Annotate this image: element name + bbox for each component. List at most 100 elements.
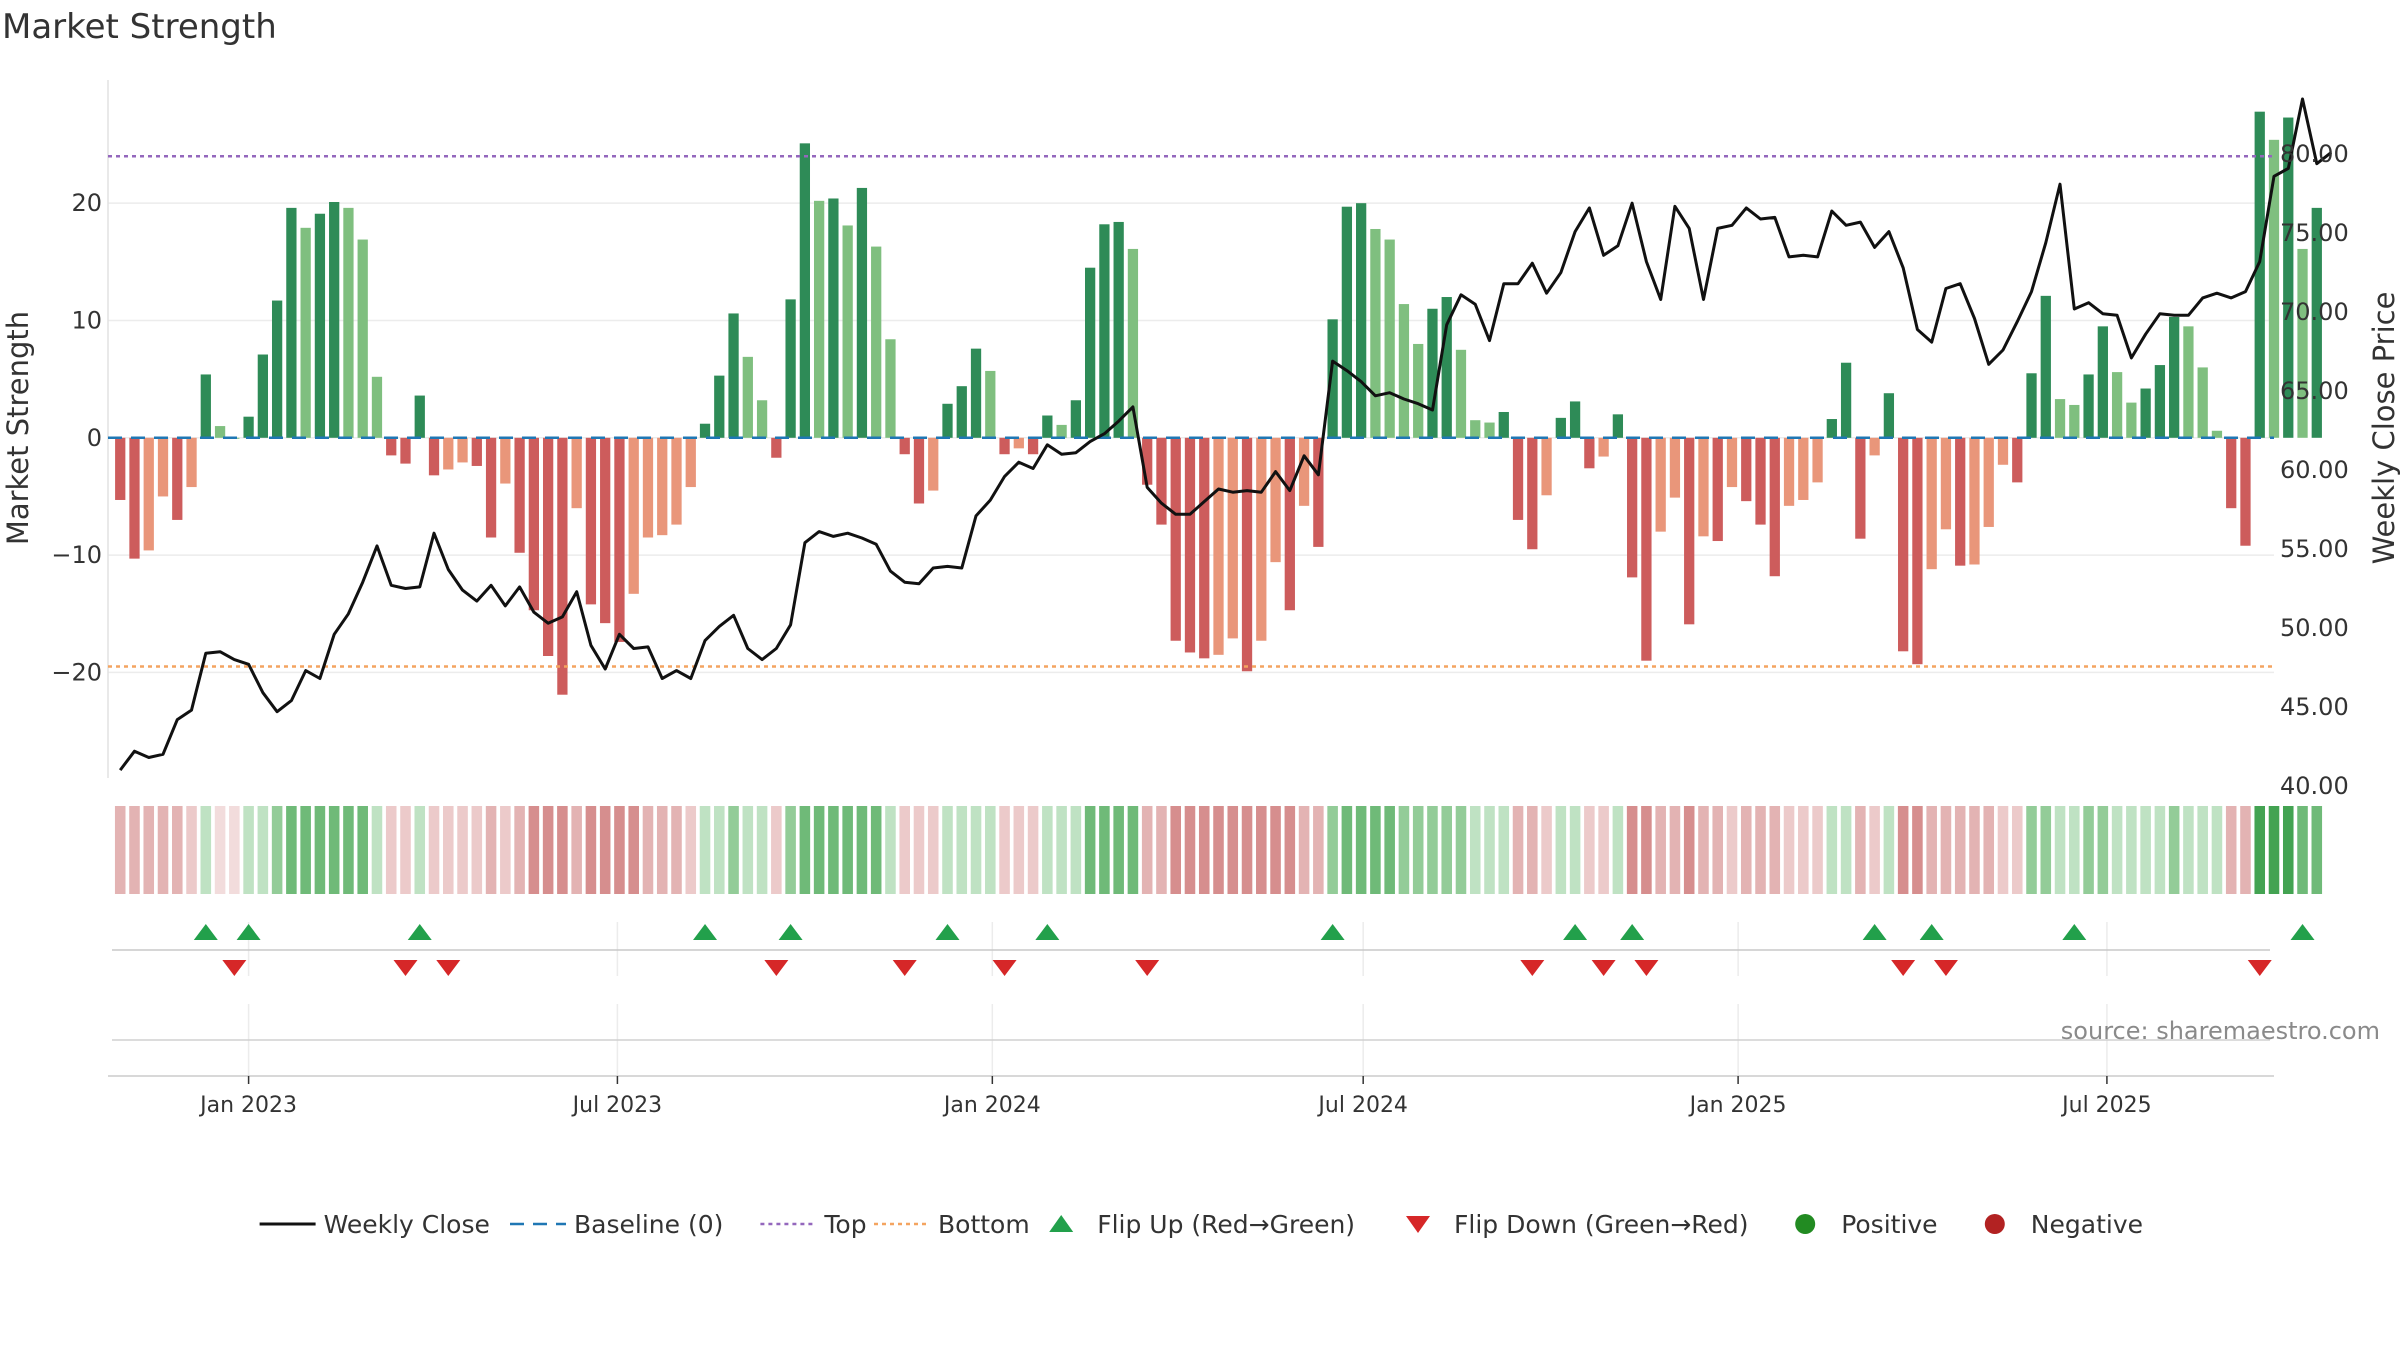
band-cell: [1184, 806, 1196, 894]
legend-label: Flip Up (Red→Green): [1097, 1210, 1355, 1239]
band-cell: [1227, 806, 1239, 894]
strength-bar: [143, 437, 154, 551]
band-cell: [699, 806, 711, 894]
band-cell: [1099, 806, 1110, 894]
strength-bar: [2140, 388, 2151, 438]
strength-bar: [157, 437, 169, 497]
band-cell: [842, 806, 853, 894]
strength-bar: [457, 437, 468, 463]
band-cell: [1284, 806, 1296, 894]
band-cell: [1056, 806, 1067, 894]
band-cell: [1983, 806, 1995, 894]
strength-bar: [2026, 373, 2037, 438]
strength-bar: [2054, 399, 2066, 438]
strength-bar: [2169, 316, 2180, 438]
strength-bar: [257, 354, 268, 438]
strength-bar: [1855, 437, 1866, 539]
strength-bar: [1284, 437, 1295, 611]
strength-bar: [1655, 437, 1666, 532]
band-cell: [942, 806, 953, 894]
strength-bar: [1213, 437, 1224, 655]
strength-bar: [2240, 437, 2251, 546]
right-y-tick-label: 50.00: [2280, 614, 2349, 642]
flip-up-marker: [1563, 924, 1588, 940]
strength-bar: [1313, 437, 1324, 547]
legend-label: Positive: [1841, 1210, 1937, 1239]
strength-bar: [1370, 228, 1381, 438]
band-cell: [1455, 806, 1467, 894]
band-cell: [1241, 806, 1253, 894]
strength-bar: [1926, 437, 1937, 570]
strength-bar: [1298, 437, 1310, 506]
flip-down-marker: [393, 960, 418, 976]
strength-bar: [2297, 248, 2308, 438]
strength-bar: [1698, 437, 1709, 537]
band-cell: [1584, 806, 1595, 894]
strength-bar: [2111, 372, 2123, 438]
strength-bar: [685, 437, 696, 488]
band-cell: [400, 806, 411, 894]
strength-bar: [1099, 224, 1110, 438]
strength-bar: [243, 416, 254, 438]
legend-label: Top: [823, 1210, 866, 1239]
band-cell: [1469, 806, 1481, 894]
band-cell: [414, 806, 426, 894]
strength-bar: [585, 437, 597, 605]
band-cell: [2069, 806, 2080, 894]
right-y-axis-label: Weekly Close Price: [2367, 292, 2400, 565]
band-cell: [2011, 806, 2023, 894]
strength-bar: [286, 207, 297, 438]
band-cell: [742, 806, 754, 894]
band-cell: [557, 806, 568, 894]
band-cell: [1141, 806, 1153, 894]
flip-up-marker: [2290, 924, 2315, 940]
strength-bar: [871, 246, 882, 438]
strength-bar: [771, 437, 782, 458]
strength-bar: [1983, 437, 1994, 527]
strength-bar: [842, 225, 853, 438]
strength-bar: [115, 437, 126, 500]
strength-bar: [500, 437, 511, 484]
band-cell: [1598, 806, 1609, 894]
strength-bar: [642, 437, 654, 538]
strength-bar: [1142, 437, 1153, 485]
strength-bar: [785, 299, 796, 438]
legend-swatch-flip-down: [1406, 1216, 1430, 1233]
flip-up-marker: [778, 924, 803, 940]
band-cell: [985, 806, 996, 894]
band-cell: [999, 806, 1010, 894]
legend-label: Weekly Close: [324, 1210, 490, 1239]
right-y-tick-label: 55.00: [2280, 535, 2349, 563]
strength-bar: [2097, 326, 2108, 438]
strength-bar: [214, 426, 226, 438]
legend-swatch-circle: [1795, 1214, 1816, 1234]
band-cell: [214, 806, 226, 894]
strength-bar: [1241, 437, 1253, 672]
x-axis-ticks: Jan 2023 Jul 2023 Jan 2024 Jul 2024 Jan 2025…: [198, 1076, 2152, 1118]
strength-bar: [699, 423, 711, 438]
strength-bar: [671, 437, 682, 525]
band-cell: [1869, 806, 1880, 894]
band-cell: [1113, 806, 1124, 894]
strength-bar: [728, 313, 739, 438]
left-y-tick-label: −20: [51, 658, 102, 686]
strength-bar: [628, 437, 639, 594]
flip-up-marker: [935, 924, 960, 940]
strength-bar: [1170, 437, 1181, 641]
strength-bar: [1056, 424, 1067, 438]
band-cell: [471, 806, 483, 894]
strength-bar: [1712, 437, 1723, 542]
strength-bar: [400, 437, 411, 464]
strength-bar: [999, 437, 1010, 455]
band-cell: [1512, 806, 1524, 894]
left-y-tick-label: −10: [51, 541, 102, 569]
band-cell: [2297, 806, 2308, 894]
band-cell: [357, 806, 368, 894]
band-cell: [1569, 806, 1581, 894]
flip-up-marker: [1320, 924, 1345, 940]
band-cell: [2168, 806, 2180, 894]
strength-bar: [1127, 248, 1139, 438]
strength-bar: [1798, 437, 1809, 500]
left-y-axis-label: Market Strength: [1, 311, 35, 545]
band-cell: [1156, 806, 1167, 894]
